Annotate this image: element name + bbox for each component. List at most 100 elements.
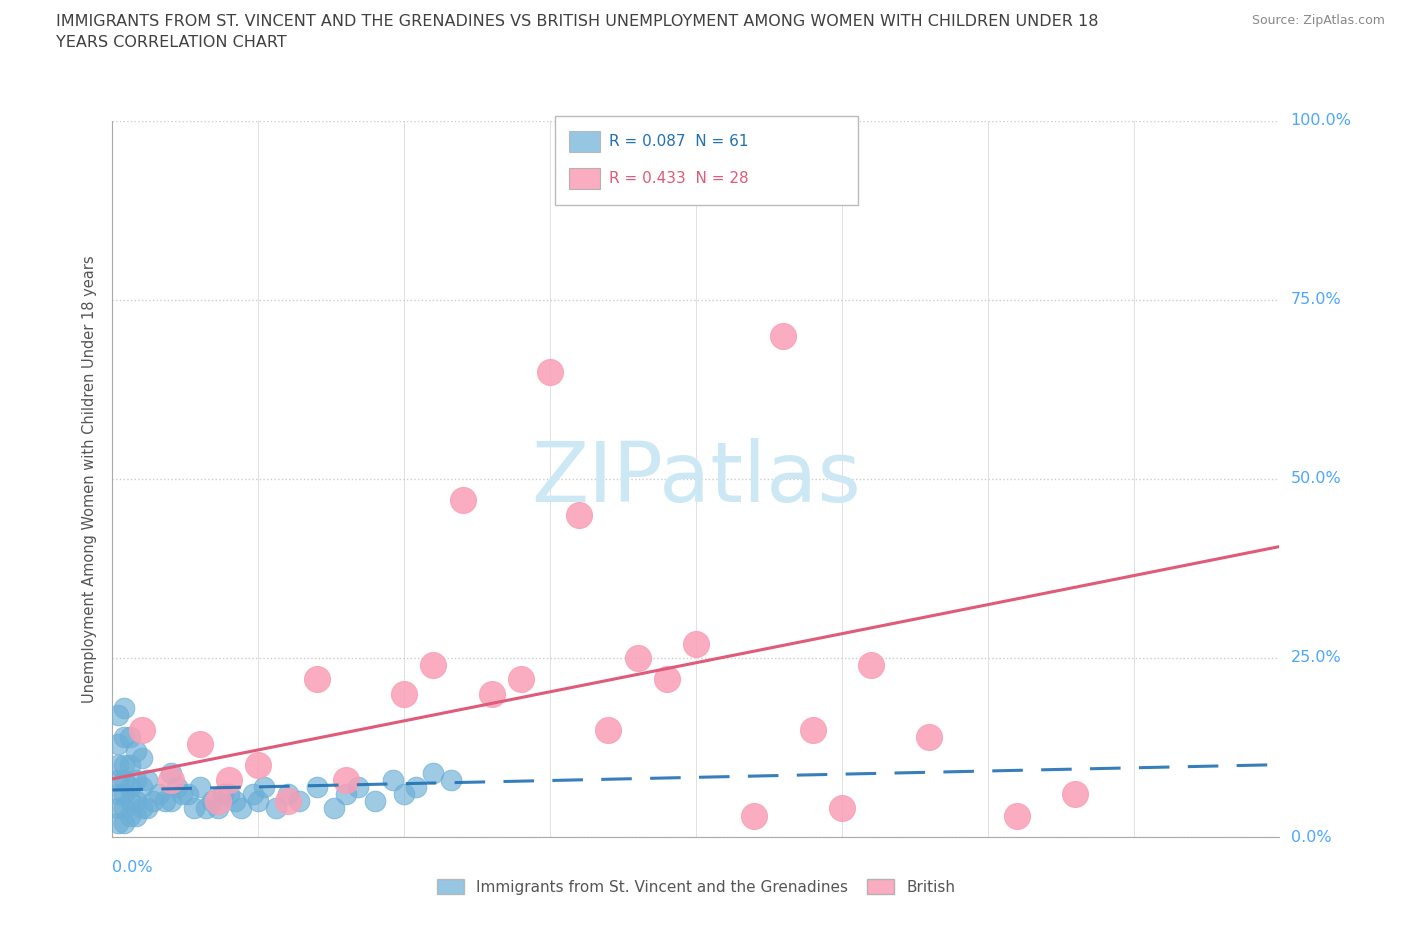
Point [451,493,474,508]
Point [125,772,148,787]
Point [207,794,229,809]
Point [253,779,276,794]
Point [685,636,707,651]
Point [229,801,252,816]
Point [538,365,561,379]
Point [131,779,153,794]
Text: Source: ZipAtlas.com: Source: ZipAtlas.com [1251,14,1385,27]
Point [107,816,129,830]
Point [118,729,141,744]
Point [568,508,591,523]
Point [188,737,211,751]
Point [112,729,135,744]
Point [107,708,129,723]
Point [264,801,287,816]
Point [598,722,620,737]
Point [212,787,235,802]
Point [131,722,153,737]
Point [107,737,129,751]
Point [183,801,205,816]
Point [1064,787,1087,802]
Point [153,794,176,809]
Point [148,787,170,802]
Text: 0.0%: 0.0% [112,860,153,875]
Point [125,808,148,823]
Point [118,779,141,794]
Point [247,794,270,809]
Point [440,772,463,787]
Point [242,787,264,802]
Point [218,772,240,787]
Point [166,779,188,794]
Point [131,801,153,816]
Point [160,794,183,809]
Point [323,801,346,816]
Point [305,672,328,687]
Point [394,787,416,802]
Point [112,758,135,773]
Point [276,794,298,809]
Point [188,779,211,794]
Point [509,672,531,687]
Point [194,801,217,816]
Text: 25.0%: 25.0% [1291,650,1341,666]
Point [247,758,270,773]
Point [801,722,824,737]
Point [346,779,368,794]
Point [107,787,129,802]
Point [131,751,153,765]
Point [288,794,311,809]
Point [1005,808,1028,823]
Point [481,686,503,701]
Point [118,758,141,773]
Text: 75.0%: 75.0% [1291,292,1341,308]
Text: IMMIGRANTS FROM ST. VINCENT AND THE GRENADINES VS BRITISH UNEMPLOYMENT AMONG WOM: IMMIGRANTS FROM ST. VINCENT AND THE GREN… [56,14,1098,29]
Point [112,816,135,830]
Point [422,658,444,672]
Text: ZIPatlas: ZIPatlas [531,438,860,520]
Y-axis label: Unemployment Among Women with Children Under 18 years: Unemployment Among Women with Children U… [82,255,97,703]
Legend: Immigrants from St. Vincent and the Grenadines, British: Immigrants from St. Vincent and the Gren… [430,873,962,901]
Point [335,787,357,802]
Point [160,765,183,780]
Text: R = 0.087  N = 61: R = 0.087 N = 61 [609,134,748,149]
Point [394,686,416,701]
Point [201,794,224,809]
Text: 0.0%: 0.0% [1291,830,1331,844]
Point [107,772,129,787]
Text: 50.0%: 50.0% [1291,472,1341,486]
Point [422,765,444,780]
Point [627,651,650,666]
Point [335,772,357,787]
Point [118,808,141,823]
Point [112,700,135,715]
Text: YEARS CORRELATION CHART: YEARS CORRELATION CHART [56,35,287,50]
Point [772,328,794,343]
Point [136,801,159,816]
Point [218,787,240,802]
Point [172,787,194,802]
Point [405,779,427,794]
Point [655,672,678,687]
Point [742,808,765,823]
Point [112,772,135,787]
Point [207,801,229,816]
Point [112,787,135,802]
Point [276,787,298,802]
Point [107,758,129,773]
Point [125,794,148,809]
Point [160,772,183,787]
Point [224,794,246,809]
Point [860,658,883,672]
Text: R = 0.433  N = 28: R = 0.433 N = 28 [609,171,748,186]
Point [136,772,159,787]
Point [918,729,941,744]
Point [112,801,135,816]
Point [177,787,200,802]
Text: 100.0%: 100.0% [1291,113,1351,128]
Point [381,772,404,787]
Point [364,794,387,809]
Point [831,801,853,816]
Point [107,801,129,816]
Point [118,794,141,809]
